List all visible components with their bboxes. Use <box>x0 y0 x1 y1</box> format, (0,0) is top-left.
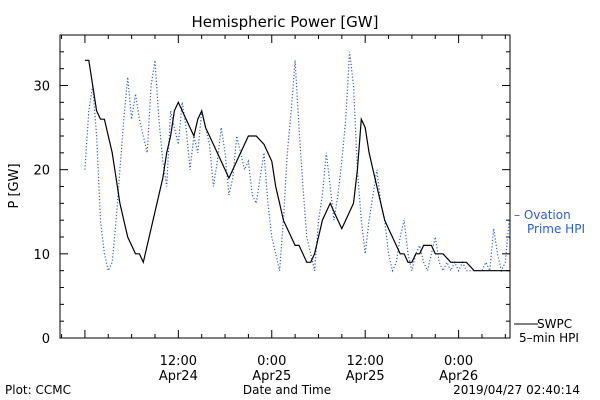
chart-title: Hemispheric Power [GW] <box>192 13 379 31</box>
series-swpc-line <box>84 59 510 272</box>
x-tick-label-time: 0:00 <box>257 354 286 369</box>
y-axis: 0 10 20 30 <box>33 34 510 347</box>
legend-swpc-line1: SWPC <box>537 317 572 331</box>
legend-ovation-line2: Prime HPI <box>527 222 585 236</box>
footer-timestamp: 2019/04/27 02:40:14 <box>453 383 580 397</box>
series-ovation-prime-line <box>84 51 510 273</box>
y-tick-label: 0 <box>42 332 50 347</box>
x-tick-label-date: Apr26 <box>439 369 478 384</box>
y-tick-label: 10 <box>33 248 50 263</box>
legend-swpc: SWPC 5–min HPI <box>514 317 579 345</box>
x-tick-label-date: Apr24 <box>159 369 198 384</box>
y-tick-label: 20 <box>33 164 50 179</box>
x-tick-label-time: 12:00 <box>346 354 383 369</box>
x-tick-label-time: 12:00 <box>160 354 197 369</box>
legend-swpc-line2: 5–min HPI <box>519 331 579 345</box>
y-axis-label: P [GW] <box>7 163 22 208</box>
legend-ovation: – Ovation Prime HPI <box>514 208 585 236</box>
x-tick-label-time: 0:00 <box>444 354 473 369</box>
x-tick-label-date: Apr25 <box>346 369 385 384</box>
footer-x-title: Date and Time <box>243 383 331 397</box>
footer-credit: Plot: CCMC <box>5 383 71 397</box>
plot-frame <box>59 34 511 339</box>
y-tick-label: 30 <box>33 80 50 95</box>
x-tick-label-date: Apr25 <box>252 369 291 384</box>
series-layer <box>84 51 510 273</box>
legend-ovation-line1: – Ovation <box>514 208 571 222</box>
